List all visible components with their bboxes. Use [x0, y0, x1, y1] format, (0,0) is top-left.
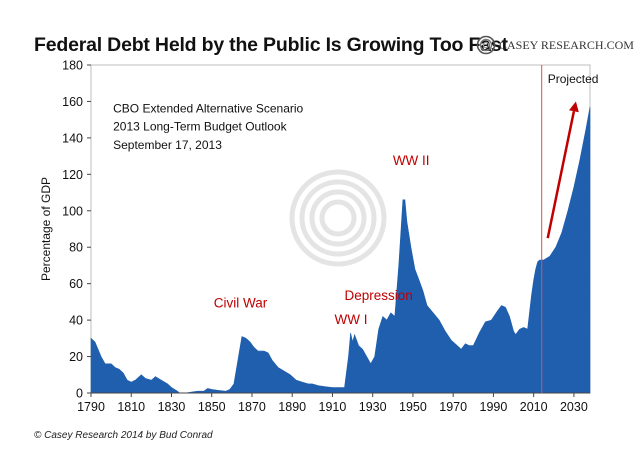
annotation-label: Depression — [345, 288, 413, 303]
casey-research-logo: CASEY RESEARCH.COM — [476, 34, 634, 56]
y-tick-label: 60 — [69, 277, 83, 291]
y-tick-label: 100 — [62, 204, 83, 218]
x-tick-label: 1790 — [77, 400, 105, 414]
x-tick-label: 2010 — [520, 400, 548, 414]
x-tick-label: 2030 — [560, 400, 588, 414]
annotation-label: Projected — [548, 72, 599, 86]
x-tick-label: 1870 — [238, 400, 266, 414]
x-tick-label: 1810 — [117, 400, 145, 414]
y-tick-label: 80 — [69, 241, 83, 255]
y-tick-label: 160 — [62, 95, 83, 109]
x-tick-label: 1830 — [158, 400, 186, 414]
y-tick-label: 180 — [62, 59, 83, 73]
watermark-ring — [289, 169, 387, 267]
y-tick-label: 0 — [76, 387, 83, 401]
chart-title: Federal Debt Held by the Public Is Growi… — [34, 34, 508, 56]
annotation-label: WW II — [393, 153, 430, 168]
copyright-text: © Casey Research 2014 by Bud Conrad — [34, 430, 213, 441]
logo-text: CASEY RESEARCH.COM — [499, 37, 634, 52]
debt-area-series — [90, 106, 591, 394]
annotation-label: September 17, 2013 — [113, 138, 222, 152]
x-tick-label: 1890 — [278, 400, 306, 414]
y-tick-label: 40 — [69, 314, 83, 328]
x-tick-label: 1950 — [399, 400, 427, 414]
x-tick-label: 1990 — [480, 400, 508, 414]
y-tick-label: 120 — [62, 168, 83, 182]
watermark-ring — [319, 199, 357, 237]
y-tick-label: 20 — [69, 350, 83, 364]
x-tick-label: 1930 — [359, 400, 387, 414]
casey-research-swirl-icon — [476, 35, 496, 55]
watermark-ring — [299, 179, 377, 257]
annotation-label: 2013 Long-Term Budget Outlook — [113, 120, 287, 134]
watermark-ring — [309, 189, 367, 247]
x-tick-label: 1850 — [198, 400, 226, 414]
annotation-label: WW I — [334, 312, 367, 327]
x-tick-label: 1910 — [319, 400, 347, 414]
annotation-label: Civil War — [214, 295, 268, 310]
projection-arrow-head — [568, 101, 579, 113]
x-tick-label: 1970 — [439, 400, 467, 414]
annotation-label: CBO Extended Alternative Scenario — [113, 101, 303, 115]
y-tick-label: 140 — [62, 131, 83, 145]
projection-arrow-shaft — [546, 110, 576, 239]
y-axis-label: Percentage of GDP — [39, 177, 53, 281]
